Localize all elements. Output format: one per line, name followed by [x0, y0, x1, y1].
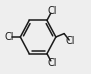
- Text: Cl: Cl: [5, 32, 14, 42]
- Text: Cl: Cl: [66, 36, 75, 46]
- Text: Cl: Cl: [47, 58, 57, 68]
- Text: Cl: Cl: [47, 6, 57, 16]
